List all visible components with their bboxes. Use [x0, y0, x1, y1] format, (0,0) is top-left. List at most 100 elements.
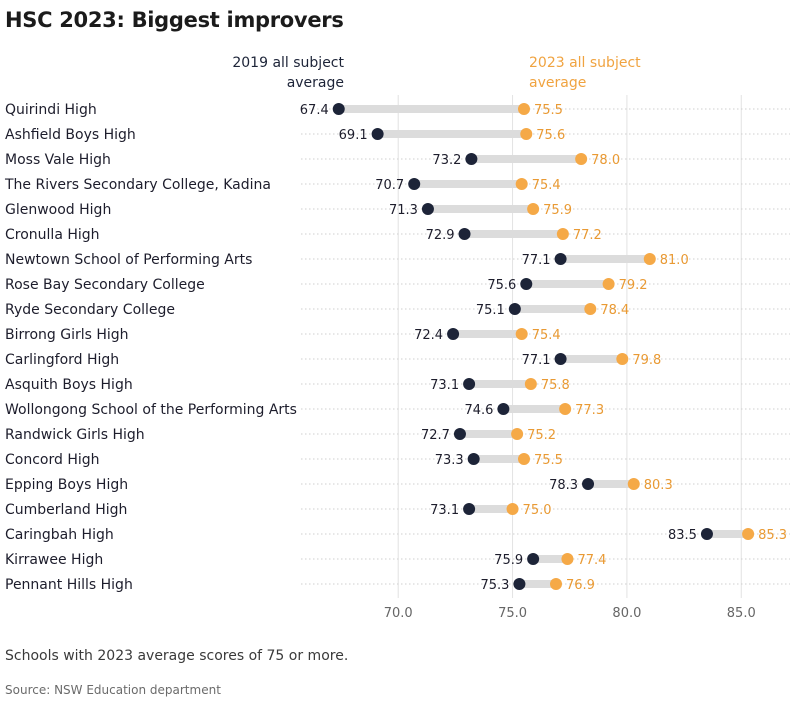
data-label-2023: 78.4 [600, 303, 629, 318]
data-label-2019: 72.4 [414, 328, 443, 343]
point-2019 [700, 528, 713, 540]
point-2023 [517, 453, 530, 465]
data-label-2019: 70.7 [375, 178, 404, 193]
data-label-2023: 75.4 [532, 328, 561, 343]
category-label: Caringbah High [5, 527, 114, 543]
category-label: Quirindi High [5, 102, 97, 118]
data-label-2019: 72.9 [426, 228, 455, 243]
point-2019 [513, 578, 526, 590]
data-label-2019: 75.1 [476, 303, 505, 318]
x-tick-label: 80.0 [612, 606, 641, 621]
point-2023 [616, 353, 629, 365]
data-label-2023: 75.4 [532, 178, 561, 193]
data-label-2023: 75.5 [534, 103, 563, 118]
data-label-2023: 77.4 [577, 553, 606, 568]
category-label: Birrong Girls High [5, 327, 129, 343]
point-2023 [575, 153, 588, 165]
data-label-2023: 77.2 [573, 228, 602, 243]
data-label-2023: 85.3 [758, 528, 787, 543]
category-label: Rose Bay Secondary College [5, 277, 205, 293]
category-label: Asquith Boys High [5, 377, 133, 393]
x-tick-label: 70.0 [384, 606, 413, 621]
category-label: Concord High [5, 452, 100, 468]
point-2023 [515, 328, 528, 340]
data-label-2023: 79.8 [632, 353, 661, 368]
chart-footnote: Schools with 2023 average scores of 75 o… [5, 648, 349, 664]
data-label-2023: 75.6 [536, 128, 565, 143]
point-2019 [465, 153, 478, 165]
point-2019 [508, 303, 521, 315]
point-2019 [408, 178, 421, 190]
point-2023 [515, 178, 528, 190]
point-2019 [467, 453, 480, 465]
data-label-2023: 78.0 [591, 153, 620, 168]
point-2023 [643, 253, 656, 265]
category-label: Kirrawee High [5, 552, 103, 568]
data-label-2023: 75.8 [541, 378, 570, 393]
point-2019 [463, 378, 476, 390]
point-2019 [447, 328, 460, 340]
data-label-2023: 75.2 [527, 428, 556, 443]
data-label-2019: 73.1 [430, 378, 459, 393]
data-label-2023: 76.9 [566, 578, 595, 593]
point-2023 [602, 278, 615, 290]
data-label-2019: 69.1 [339, 128, 368, 143]
category-label: Randwick Girls High [5, 427, 145, 443]
point-2019 [458, 228, 471, 240]
data-label-2019: 77.1 [522, 353, 551, 368]
category-label: Ryde Secondary College [5, 302, 175, 318]
point-2019 [453, 428, 466, 440]
data-label-2019: 77.1 [522, 253, 551, 268]
data-label-2023: 75.0 [523, 503, 552, 518]
data-label-2019: 78.3 [549, 478, 578, 493]
data-label-2019: 75.6 [487, 278, 516, 293]
data-label-2023: 75.9 [543, 203, 572, 218]
point-2023 [527, 203, 540, 215]
data-label-2019: 73.2 [432, 153, 461, 168]
x-tick-label: 85.0 [727, 606, 756, 621]
category-label: Newtown School of Performing Arts [5, 252, 252, 268]
data-label-2019: 67.4 [300, 103, 329, 118]
category-label: Glenwood High [5, 202, 111, 218]
data-label-2019: 75.3 [480, 578, 509, 593]
point-2023 [511, 428, 524, 440]
point-2023 [627, 478, 640, 490]
point-2023 [559, 403, 572, 415]
point-2019 [527, 553, 540, 565]
data-label-2023: 75.5 [534, 453, 563, 468]
data-label-2019: 75.9 [494, 553, 523, 568]
x-tick-label: 75.0 [498, 606, 527, 621]
chart-title: HSC 2023: Biggest improvers [5, 8, 344, 32]
point-2023 [517, 103, 530, 115]
category-label: The Rivers Secondary College, Kadina [4, 177, 271, 193]
data-label-2023: 80.3 [644, 478, 673, 493]
category-label: Wollongong School of the Performing Arts [5, 402, 297, 418]
point-2023 [520, 128, 533, 140]
point-2019 [554, 253, 567, 265]
data-label-2023: 77.3 [575, 403, 604, 418]
point-2019 [554, 353, 567, 365]
category-label: Carlingford High [5, 352, 119, 368]
point-2023 [506, 503, 519, 515]
data-label-2019: 71.3 [389, 203, 418, 218]
data-label-2019: 72.7 [421, 428, 450, 443]
category-label: Moss Vale High [5, 152, 111, 168]
legend-2023-label: 2023 all subject average [529, 55, 641, 91]
data-label-2023: 79.2 [619, 278, 648, 293]
category-label: Cumberland High [5, 502, 127, 518]
category-label: Cronulla High [5, 227, 100, 243]
point-2019 [520, 278, 533, 290]
data-label-2019: 73.1 [430, 503, 459, 518]
category-label: Epping Boys High [5, 477, 128, 493]
point-2023 [556, 228, 569, 240]
point-2019 [582, 478, 595, 490]
data-label-2019: 83.5 [668, 528, 697, 543]
data-label-2019: 74.6 [464, 403, 493, 418]
point-2023 [524, 378, 537, 390]
legend-2019-label: 2019 all subject average [232, 55, 344, 91]
point-2023 [584, 303, 597, 315]
chart-source: Source: NSW Education department [5, 683, 221, 697]
point-2023 [550, 578, 563, 590]
category-label: Pennant Hills High [5, 577, 133, 593]
